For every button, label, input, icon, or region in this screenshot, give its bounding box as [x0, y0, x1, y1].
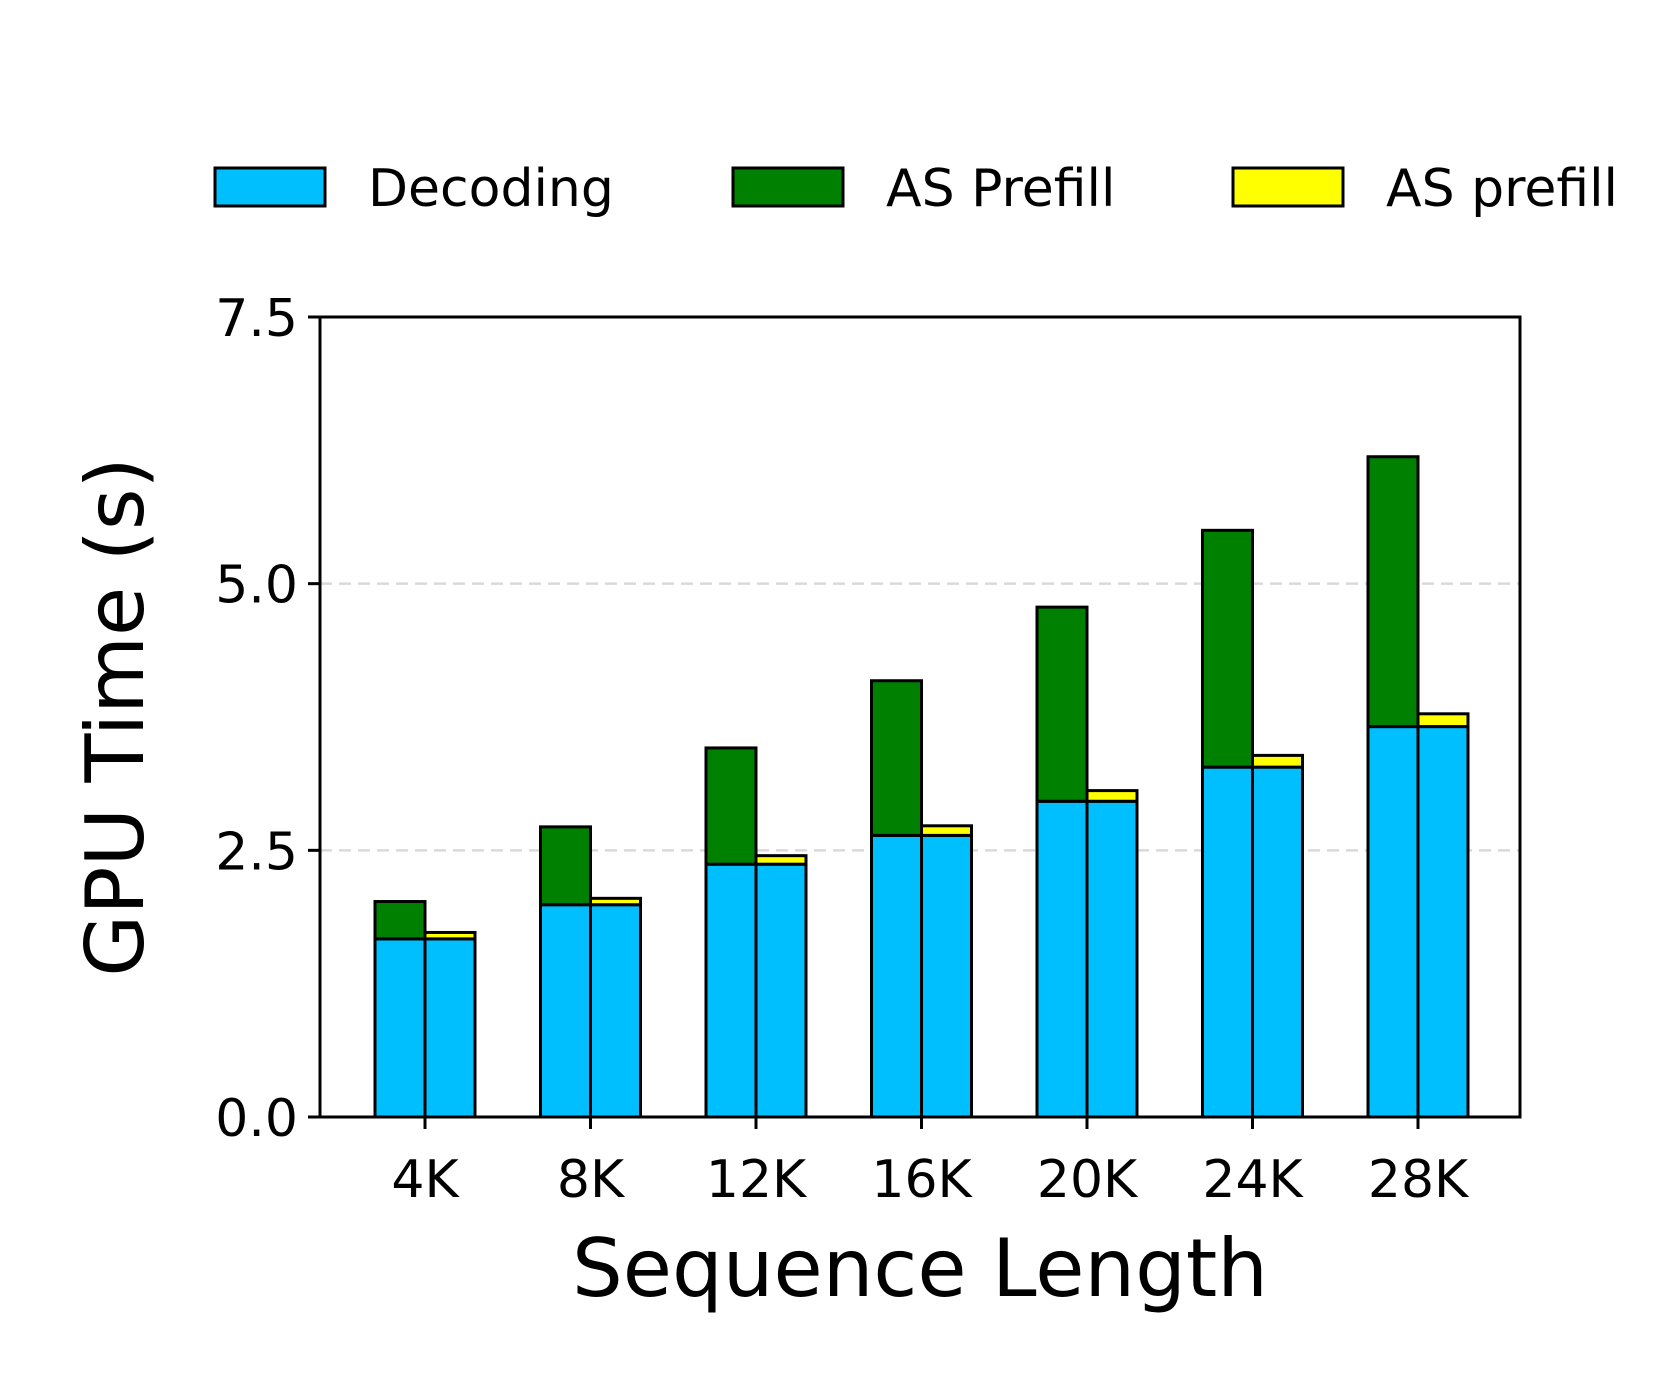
bar-as-prefill-28k — [1366, 455, 1420, 729]
bar-as-prefill-4k — [373, 900, 427, 941]
bar-as-prefill-8k — [539, 825, 592, 907]
bar-as-prefill-yellow-20k — [1085, 789, 1139, 803]
bar-decoding-left-12k — [704, 862, 758, 1119]
y-tick-label-0-0: 0.0 — [215, 1089, 298, 1149]
x-tick-label-16k: 16K — [871, 1150, 973, 1210]
y-axis-ticks: 0.0 2.5 5.0 7.5 — [215, 289, 320, 1149]
bar-decoding-left-28k — [1366, 725, 1420, 1119]
bar-decoding-left-16k — [870, 833, 923, 1119]
y-tick-label-5-0: 5.0 — [215, 556, 298, 616]
bar-decoding-right-16k — [920, 833, 973, 1119]
legend-swatch-as-prefill — [731, 166, 845, 208]
bar-decoding-right-24k — [1251, 765, 1304, 1119]
bar-decoding-right-12k — [754, 862, 808, 1119]
x-tick-label-24k: 24K — [1202, 1150, 1304, 1210]
bar-decoding-left-20k — [1035, 799, 1089, 1119]
bar-as-prefill-yellow-24k — [1251, 753, 1304, 769]
legend-label-decoding: Decoding — [368, 159, 614, 219]
bar-decoding-right-28k — [1416, 725, 1470, 1119]
legend: Decoding AS Prefill AS prefill — [213, 159, 1618, 219]
x-tick-label-20k: 20K — [1037, 1150, 1139, 1210]
legend-label-as-prefill: AS Prefill — [886, 159, 1115, 219]
bar-decoding-left-24k — [1201, 765, 1254, 1119]
bar-as-prefill-20k — [1035, 605, 1089, 803]
bar-as-prefill-yellow-28k — [1416, 712, 1470, 729]
legend-swatch-as-prefill-yellow — [1231, 166, 1345, 208]
bar-decoding-left-8k — [539, 903, 592, 1119]
x-axis-ticks: 4K 8K 12K 16K 20K 24K 28K — [391, 1117, 1470, 1210]
y-axis-title: GPU Time (s) — [69, 457, 162, 977]
bar-as-prefill-16k — [870, 679, 923, 837]
legend-swatch-decoding — [213, 166, 327, 208]
bar-as-prefill-yellow-12k — [754, 854, 808, 866]
bars — [373, 455, 1470, 1119]
bar-as-prefill-24k — [1201, 528, 1254, 769]
x-tick-label-4k: 4K — [391, 1150, 460, 1210]
x-axis-title: Sequence Length — [572, 1222, 1268, 1315]
bar-as-prefill-yellow-8k — [589, 896, 642, 907]
y-tick-label-2-5: 2.5 — [215, 822, 298, 882]
legend-label-as-prefill-yellow: AS prefill — [1386, 159, 1618, 219]
bar-as-prefill-yellow-4k — [423, 930, 477, 941]
bar-decoding-left-4k — [373, 937, 427, 1119]
bar-decoding-right-4k — [423, 937, 477, 1119]
x-tick-label-8k: 8K — [557, 1150, 626, 1210]
bar-as-prefill-12k — [704, 746, 758, 866]
bar-as-prefill-yellow-16k — [920, 824, 973, 837]
bar-decoding-right-20k — [1085, 799, 1139, 1119]
bar-decoding-right-8k — [589, 903, 642, 1119]
y-tick-label-7-5: 7.5 — [215, 289, 298, 349]
x-tick-label-28k: 28K — [1368, 1150, 1470, 1210]
x-tick-label-12k: 12K — [706, 1150, 808, 1210]
